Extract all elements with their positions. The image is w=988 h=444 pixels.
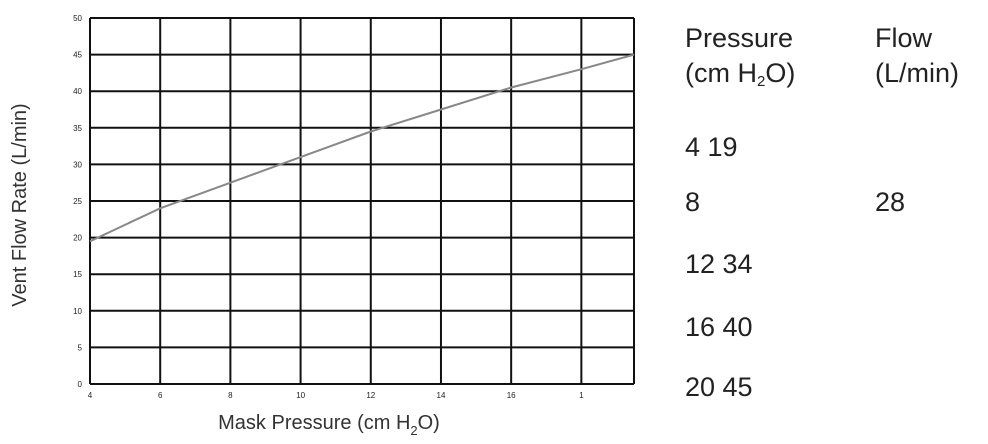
header-pressure-line1: Pressure [685, 23, 794, 53]
table-row: 20 45 [685, 374, 753, 401]
x-tick-label: 12 [366, 391, 375, 400]
y-axis-title: Vent Flow Rate (L/min) [9, 103, 31, 306]
header-pressure-unit: (cm H [685, 58, 757, 88]
x-tick-label: 14 [437, 391, 446, 400]
x-tick-label: 8 [228, 391, 233, 400]
x-axis-title-main: Mask Pressure (cm H [218, 412, 410, 434]
y-tick-label: 45 [73, 51, 82, 60]
x-axis-title-sub: 2 [410, 423, 417, 438]
y-tick-label: 25 [73, 197, 82, 206]
row-pressure: 12 34 [685, 249, 753, 279]
row-pressure: 8 [685, 187, 701, 217]
x-tick-label: 1 [579, 391, 584, 400]
row-flow: 28 [875, 187, 906, 217]
y-tick-label: 15 [73, 270, 82, 279]
row-pressure: 20 45 [685, 372, 753, 402]
row-pressure: 4 19 [685, 132, 738, 162]
table-row: 8 [685, 189, 700, 216]
table-row: 4 19 [685, 134, 738, 161]
chart-grid [89, 17, 635, 385]
header-pressure-line2: (cm H2O) [685, 56, 795, 91]
header-pressure-sub: 2 [756, 73, 766, 90]
x-axis-title: Mask Pressure (cm H2O) [218, 412, 440, 438]
x-tick-label: 6 [158, 391, 163, 400]
y-tick-label: 5 [78, 343, 83, 352]
table-row-flow: 28 [875, 189, 905, 216]
header-pressure: Pressure (cm H2O) [685, 21, 795, 91]
table-row: 16 40 [685, 314, 753, 341]
y-tick-label: 20 [73, 234, 82, 243]
x-tick-label: 10 [296, 391, 305, 400]
y-tick-label: 30 [73, 160, 82, 169]
vent-flow-chart: 0 5 10 15 20 25 30 35 40 45 50 4 6 8 10 12 14 16 1 Vent Fl… [9, 14, 635, 438]
header-pressure-unit-end: O) [765, 58, 796, 88]
y-tick-label: 10 [73, 307, 82, 316]
x-tick-label: 4 [88, 391, 93, 400]
y-tick-label: 50 [73, 14, 82, 23]
x-axis-title-end: O) [418, 412, 440, 434]
x-tick-label: 16 [507, 391, 516, 400]
series-line [89, 53, 635, 243]
table-row: 12 34 [685, 251, 753, 278]
y-tick-label: 35 [73, 124, 82, 133]
header-flow: Flow (L/min) [875, 21, 959, 91]
header-flow-line1: Flow [875, 23, 933, 53]
header-flow-line2: (L/min) [875, 58, 960, 88]
y-tick-label: 0 [78, 380, 83, 389]
y-tick-label: 40 [73, 87, 82, 96]
row-pressure: 16 40 [685, 312, 753, 342]
